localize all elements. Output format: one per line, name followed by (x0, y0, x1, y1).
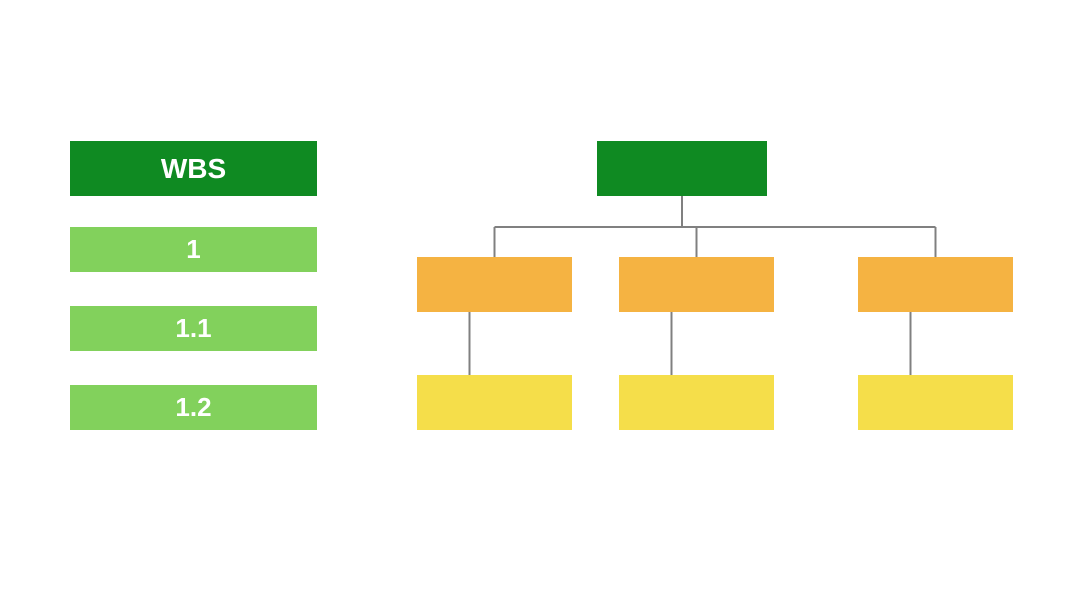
tree-l2-2 (858, 257, 1013, 312)
legend-item-0-label: 1 (186, 234, 200, 265)
legend-item-1-label: 1.1 (175, 313, 211, 344)
tree-l3-1 (619, 375, 774, 430)
tree-l3-2 (858, 375, 1013, 430)
legend-item-1: 1.1 (70, 306, 317, 351)
legend-title-label: WBS (161, 153, 226, 185)
legend-item-0: 1 (70, 227, 317, 272)
tree-l2-0 (417, 257, 572, 312)
legend-title: WBS (70, 141, 317, 196)
tree-l2-1 (619, 257, 774, 312)
legend-item-2-label: 1.2 (175, 392, 211, 423)
tree-l3-0 (417, 375, 572, 430)
tree-root (597, 141, 767, 196)
legend-item-2: 1.2 (70, 385, 317, 430)
